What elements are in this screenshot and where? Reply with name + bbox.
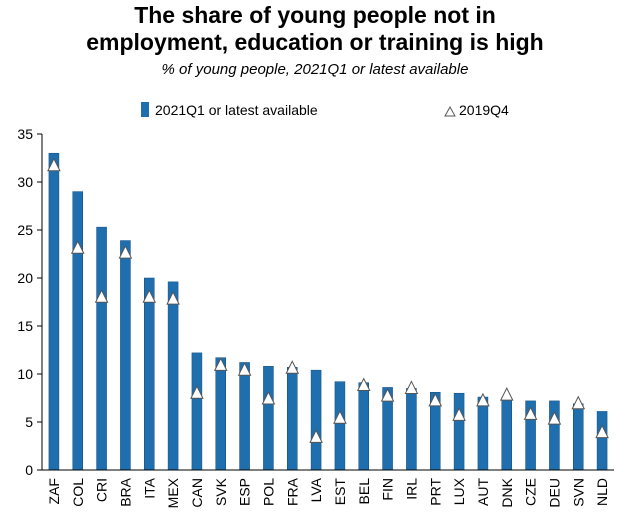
x-tick-label: CAN (189, 478, 205, 508)
triangle-cze (523, 406, 538, 420)
bar-dnk (501, 397, 513, 471)
bar-cri (96, 226, 107, 471)
y-tick-label: 0 (25, 462, 33, 478)
triangle-pol (261, 390, 276, 405)
bar-nld (596, 411, 608, 471)
x-tick-label: DEU (546, 478, 562, 508)
triangle-lux (452, 407, 466, 421)
triangle-est (333, 410, 347, 424)
chart-title: The share of young people not in employm… (0, 2, 630, 56)
triangle-fin (380, 388, 395, 402)
x-tick-label: ZAF (46, 478, 62, 504)
bar-bel (358, 382, 370, 471)
triangle-mex (166, 291, 180, 305)
x-tick-label: AUT (475, 478, 491, 506)
bar-bra (120, 240, 131, 471)
y-tick-label: 10 (17, 366, 33, 382)
y-tick-label: 15 (17, 318, 33, 334)
bar-svn (572, 403, 584, 471)
x-tick-label: EST (332, 478, 348, 506)
bar-zaf (48, 152, 60, 471)
legend-triangle-swatch (444, 105, 456, 117)
x-tick-label: POL (260, 478, 276, 506)
x-tick-label: PRT (427, 478, 443, 506)
triangle-zaf (47, 157, 61, 172)
triangle-svk (213, 357, 228, 371)
triangle-prt (428, 392, 443, 407)
triangle-dnk (499, 387, 514, 401)
bar-can (191, 352, 203, 471)
x-axis: ZAF COL CRI BRA ITA MEX CAN SVK ESP POL FRA LVA EST B… (42, 469, 614, 508)
triangle-esp (237, 362, 252, 376)
x-tick-label: LVA (308, 477, 324, 502)
legend: 2021Q1 or latest available 2019Q4 (141, 102, 509, 118)
bars (48, 152, 608, 471)
triangle-bra (118, 244, 133, 259)
x-tick-label: FRA (284, 477, 300, 506)
triangle-deu (547, 411, 562, 425)
bar-mex (167, 281, 179, 471)
x-tick-label: IRL (403, 478, 419, 500)
triangle-aut (476, 392, 490, 407)
x-tick-label: ITA (141, 477, 157, 498)
bar-est (334, 381, 346, 471)
x-tick-label: BRA (117, 477, 133, 506)
y-tick-label: 5 (25, 414, 33, 430)
triangle-cri (94, 289, 109, 303)
bar-irl (406, 388, 417, 471)
x-tick-label: LUX (451, 477, 467, 505)
bar-col (72, 191, 84, 471)
chart-title-line1: The share of young people not in (134, 2, 496, 28)
bar-ita (143, 277, 155, 471)
triangle-irl (404, 380, 419, 394)
x-tick-label: ESP (237, 478, 253, 506)
x-tick-label: SVK (213, 477, 229, 506)
chart-subtitle: % of young people, 2021Q1 or latest avai… (161, 61, 469, 78)
triangle-bel (356, 377, 371, 392)
x-tick-label: DNK (499, 477, 515, 507)
triangle-can (190, 385, 204, 399)
x-tick-label: COL (70, 478, 86, 507)
legend-bar-swatch (141, 102, 149, 117)
bar-esp (239, 362, 250, 471)
x-tick-label: FIN (380, 478, 396, 501)
y-tick-label: 20 (17, 270, 33, 286)
x-tick-label: CRI (94, 478, 110, 502)
triangle-nld (595, 424, 609, 439)
x-tick-label: CZE (523, 478, 539, 506)
triangle-ita (142, 289, 157, 303)
x-tick-label: NLD (594, 478, 610, 506)
x-tick-label: SVN (570, 478, 586, 507)
bar-svk (215, 357, 227, 471)
triangle-lva (309, 429, 323, 443)
bar-pol (263, 366, 274, 471)
y-tick-label: 35 (17, 126, 33, 142)
x-tick-label: BEL (356, 478, 372, 505)
bar-lva (310, 369, 322, 471)
bar-lux (453, 392, 465, 471)
triangle-svn (571, 395, 586, 410)
y-tick-label: 30 (17, 174, 33, 190)
triangle-fra (285, 360, 300, 374)
legend-triangle-label: 2019Q4 (459, 102, 509, 118)
chart-title-line2: employment, education or training is hig… (86, 29, 544, 55)
legend-bar-label: 2021Q1 or latest available (155, 102, 318, 118)
triangle-col (70, 240, 85, 254)
x-tick-label: MEX (165, 477, 181, 508)
triangle-markers (47, 157, 609, 443)
bar-fra (286, 367, 298, 471)
y-tick-label: 25 (17, 222, 33, 238)
y-axis: 0 5 10 15 20 25 30 35 (17, 126, 43, 478)
bar-aut (477, 396, 489, 471)
